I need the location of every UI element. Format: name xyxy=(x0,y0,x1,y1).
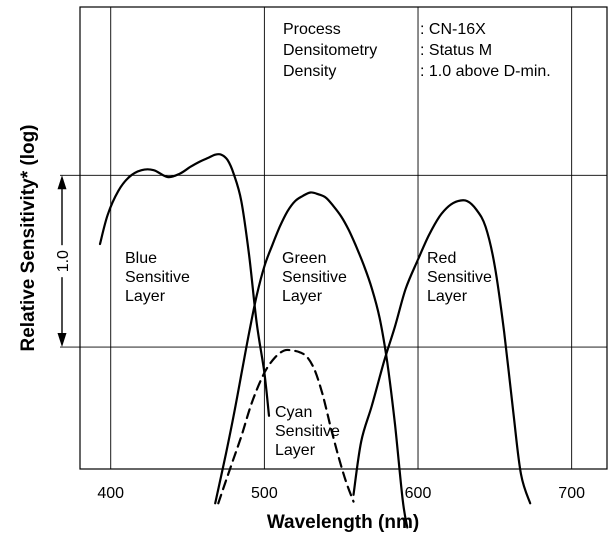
info-value-process: : CN-16X xyxy=(420,21,486,38)
x-tick-label-600: 600 xyxy=(405,485,432,502)
info-value-densitometry: : Status M xyxy=(420,42,492,59)
info-key-density: Density xyxy=(283,63,336,80)
x-tick-label-500: 500 xyxy=(251,485,278,502)
cyan-sensitivity-curve xyxy=(217,348,355,505)
x-ticks: 400 500 600 700 xyxy=(97,485,585,502)
plot-frame xyxy=(79,6,608,470)
series-labels: Blue Sensitive Layer Green Sensitive Layer Red… xyxy=(125,250,492,459)
scale-label-gap xyxy=(54,245,70,278)
grid-lines xyxy=(60,7,607,469)
info-value-density: : 1.0 above D-min. xyxy=(420,63,551,80)
x-axis-title: Wavelength (nm) xyxy=(267,512,419,533)
red-sensitivity-curve xyxy=(352,199,532,505)
blue-sensitivity-curve xyxy=(98,153,271,417)
info-key-densitometry: Densitometry xyxy=(283,42,377,59)
x-tick-label-400: 400 xyxy=(97,485,124,502)
info-key-process: Process xyxy=(283,21,341,38)
green-layer-label: Green Sensitive Layer xyxy=(282,250,347,305)
x-tick-label-700: 700 xyxy=(558,485,585,502)
green-sensitivity-curve xyxy=(214,191,409,529)
cyan-layer-label: Cyan Sensitive Layer xyxy=(275,404,340,459)
y-axis-title: Relative Sensitivity* (log) xyxy=(18,124,39,351)
sensitivity-curves xyxy=(98,153,532,529)
scale-arrow-down-icon xyxy=(57,333,67,348)
scale-bar: 1.0 xyxy=(54,175,72,348)
info-box: Process : CN-16X Densitometry : Status M… xyxy=(283,21,551,80)
blue-layer-label: Blue Sensitive Layer xyxy=(125,250,190,305)
scale-arrow-up-icon xyxy=(57,175,67,190)
red-layer-label: Red Sensitive Layer xyxy=(427,250,492,305)
scale-bar-label: 1.0 xyxy=(55,250,72,272)
